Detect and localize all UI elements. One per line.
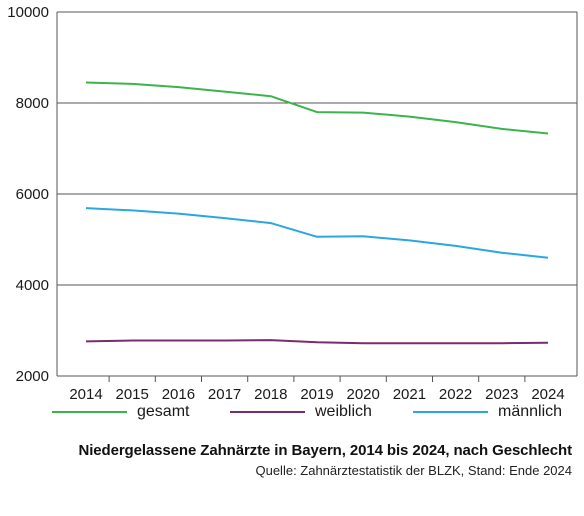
y-axis-ticks: 2000 4000 6000 8000 10000	[7, 4, 49, 385]
legend-label: männlich	[498, 403, 563, 420]
legend-label: weiblich	[315, 403, 372, 420]
legend-swatch-gesamt	[52, 411, 127, 413]
y-tick-label: 10000	[7, 4, 49, 21]
x-tick-label: 2014	[69, 386, 102, 400]
y-tick-label: 2000	[16, 368, 49, 385]
x-axis-ticks: 2014 2015 2016 2017 2018 2019 2020 2021 2022 2023…	[69, 386, 564, 400]
y-tick-label: 8000	[16, 95, 49, 112]
x-tick-label: 2019	[300, 386, 333, 400]
legend-swatch-maennlich	[413, 411, 488, 413]
legend-label: gesamt	[137, 403, 190, 420]
line-chart: 2014 2015 2016 2017 2018 2019 2020 2021 2022 2023…	[7, 4, 578, 400]
chart-caption: Niedergelassene Zahnärzte in Bayern, 201…	[78, 442, 572, 478]
x-tick-label: 2016	[162, 386, 195, 400]
series-line-1	[85, 339, 549, 345]
x-tick-label: 2015	[116, 386, 149, 400]
x-tick-label: 2023	[485, 386, 518, 400]
legend-item-maennlich: männlich	[413, 398, 562, 426]
series-line-2	[85, 207, 549, 259]
x-tick-label: 2021	[393, 386, 426, 400]
grid-lines	[56, 11, 578, 382]
x-tick-label: 2022	[439, 386, 472, 400]
legend-item-weiblich: weiblich	[230, 398, 372, 426]
series-lines	[85, 81, 549, 345]
chart-source: Quelle: Zahnärztestatistik der BLZK, Sta…	[255, 463, 572, 478]
x-tick-label: 2017	[208, 386, 241, 400]
legend-swatch-weiblich	[230, 411, 305, 413]
y-tick-label: 4000	[16, 277, 49, 294]
x-tick-label: 2020	[347, 386, 380, 400]
legend: gesamt weiblich männlich	[0, 398, 584, 426]
chart-title: Niedergelassene Zahnärzte in Bayern, 201…	[78, 442, 572, 459]
series-line-0	[85, 81, 549, 135]
x-tick-label: 2018	[254, 386, 287, 400]
legend-item-gesamt: gesamt	[52, 398, 189, 426]
y-tick-label: 6000	[16, 186, 49, 203]
x-tick-label: 2024	[531, 386, 564, 400]
